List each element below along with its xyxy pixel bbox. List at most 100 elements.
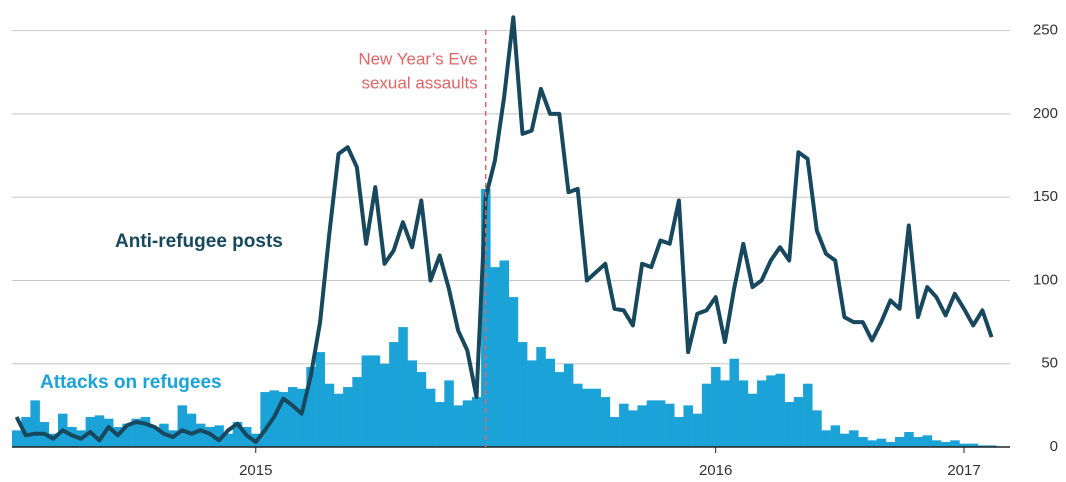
bar (324, 383, 335, 447)
bar (490, 267, 500, 447)
bar (232, 422, 243, 447)
bar (425, 388, 436, 447)
bar (922, 435, 933, 447)
bar (674, 417, 684, 447)
bar (536, 347, 546, 447)
bar (333, 393, 344, 447)
bar (913, 437, 923, 447)
bar (30, 400, 40, 447)
bar (628, 410, 638, 447)
series-label: Anti-refugee posts (115, 231, 283, 252)
bar (646, 400, 657, 447)
line (14, 15, 994, 444)
bar (582, 388, 592, 447)
bar (517, 342, 528, 447)
bar (140, 417, 151, 447)
bar (361, 355, 372, 447)
bar (545, 358, 555, 447)
bar (968, 443, 979, 447)
bar (315, 352, 326, 447)
bar (177, 405, 188, 447)
bar (149, 427, 160, 447)
bar (839, 433, 850, 447)
bar (867, 440, 877, 447)
bar (214, 425, 224, 447)
y-tick-label: 50 (1041, 355, 1058, 372)
bar (435, 402, 445, 447)
bar (904, 432, 914, 447)
bar (830, 425, 841, 447)
bar (223, 433, 234, 447)
bar (591, 388, 601, 447)
bar (655, 400, 666, 447)
x-tick-label: 2016 (699, 462, 732, 479)
bar (747, 393, 758, 447)
bar (131, 418, 142, 447)
bar (931, 440, 942, 447)
bar (103, 418, 114, 447)
bar (775, 373, 785, 447)
bar (195, 423, 206, 447)
bar (499, 260, 510, 447)
bar (977, 445, 988, 447)
y-tick-label: 250 (1033, 22, 1058, 39)
bar (471, 397, 482, 447)
bar (941, 442, 951, 447)
bar (205, 427, 215, 447)
bar (444, 380, 454, 447)
bar (278, 392, 289, 447)
bar (821, 430, 831, 447)
bar (260, 392, 270, 447)
bar (186, 413, 197, 447)
y-tick-label: 100 (1033, 271, 1058, 288)
bar (122, 423, 132, 447)
bar (637, 405, 647, 447)
bar (12, 430, 22, 447)
bar (563, 363, 574, 447)
bar (959, 443, 969, 447)
y-tick-label: 0 (1050, 438, 1058, 455)
bar (600, 397, 611, 447)
annotation-text: sexual assaults (361, 73, 477, 92)
bar (803, 383, 813, 447)
bar (738, 380, 749, 447)
bar (720, 380, 730, 447)
bar (950, 440, 960, 447)
bar (692, 413, 703, 447)
bar (306, 367, 316, 447)
bar (527, 360, 537, 447)
bar (481, 188, 491, 447)
bar (389, 342, 399, 447)
bar (352, 377, 362, 447)
bar (287, 387, 298, 447)
bar (379, 363, 390, 447)
bar (573, 383, 583, 447)
bar (793, 397, 804, 447)
bar (398, 327, 408, 447)
bar (462, 400, 473, 447)
bar (554, 372, 565, 447)
bar (619, 403, 629, 447)
bar (784, 402, 795, 447)
bar (416, 372, 427, 447)
annotation-text: New Year’s Eve (358, 49, 477, 68)
x-tick-label: 2017 (947, 462, 980, 479)
bar (683, 405, 693, 447)
bar (812, 410, 822, 447)
bar (766, 375, 776, 447)
bar (94, 415, 105, 447)
bar (849, 430, 859, 447)
bar (297, 388, 307, 447)
bar (453, 405, 464, 447)
x-tick-label: 2015 (239, 462, 272, 479)
bar (711, 367, 721, 447)
y-tick-label: 200 (1033, 105, 1058, 122)
y-tick-label: 150 (1033, 188, 1058, 205)
bar (665, 403, 675, 447)
bar (987, 445, 997, 447)
bar (895, 437, 905, 447)
bar (508, 297, 519, 447)
bar (701, 383, 712, 447)
bar (343, 387, 353, 447)
